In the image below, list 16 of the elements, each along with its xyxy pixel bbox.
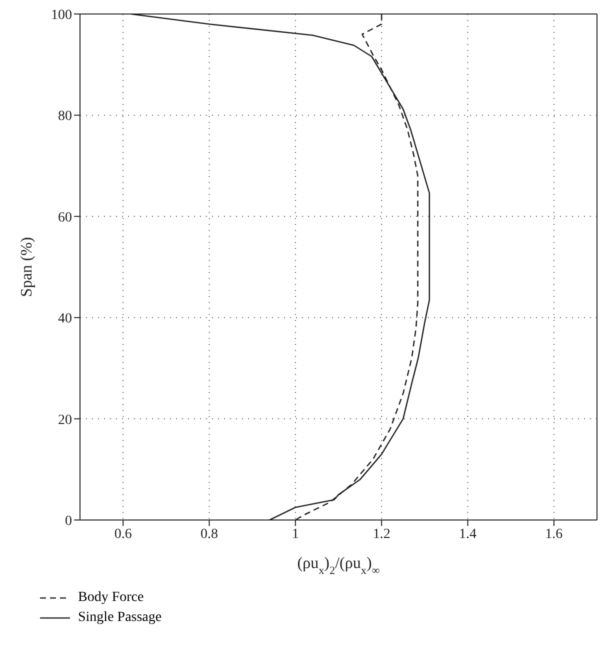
y-tick-label: 0 bbox=[65, 514, 72, 529]
y-tick-label: 40 bbox=[58, 312, 72, 327]
legend-label: Body Force bbox=[78, 590, 144, 606]
x-tick-label: 1 bbox=[292, 526, 299, 542]
x-tick-label: 1.4 bbox=[459, 526, 476, 542]
y-tick-label: 100 bbox=[51, 8, 72, 23]
x-tick-label: 1.2 bbox=[372, 526, 390, 542]
x-tick-label: 1.6 bbox=[545, 526, 563, 542]
y-tick-label: 60 bbox=[58, 210, 72, 226]
y-tick-label: 80 bbox=[58, 109, 72, 124]
x-axis-title: (ρu$_{x}$)$_{2}$/(ρu$_{x}$)$_{∞}$ bbox=[297, 555, 380, 577]
y-axis-title: Span (%) bbox=[18, 237, 36, 297]
y-tick-label: 20 bbox=[58, 412, 72, 428]
legend-label: Single Passage bbox=[78, 610, 162, 626]
x-tick-label: 0.6 bbox=[114, 526, 132, 542]
x-tick-label: 0.8 bbox=[200, 526, 218, 542]
